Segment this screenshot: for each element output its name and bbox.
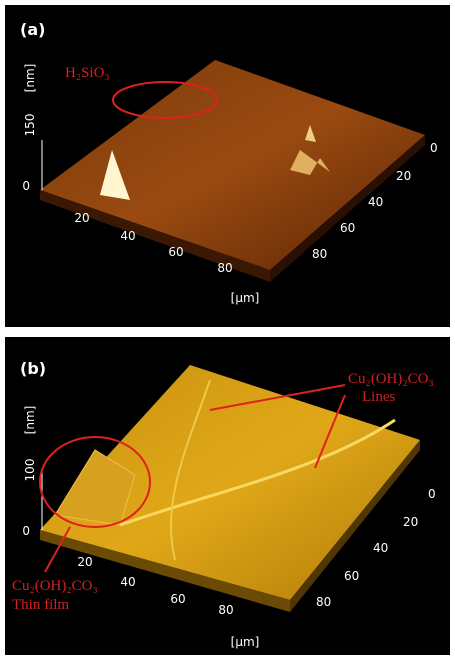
y-tick-label: 0 [430, 141, 438, 155]
annotation: H₂SiO₃ [65, 65, 110, 81]
annotation: Cu₂(OH)₂CO₃ [348, 371, 434, 387]
z-tick-label: 0 [22, 524, 30, 538]
y-tick-label: 40 [368, 195, 383, 209]
y-tick-label: 40 [373, 541, 388, 555]
y-tick-label: 60 [340, 221, 355, 235]
annotation: Cu₂(OH)₂CO₃ [12, 578, 98, 594]
x-tick-label: 60 [170, 592, 185, 606]
z-axis-label: [nm] [23, 406, 37, 435]
x-tick-label: 80 [218, 603, 233, 617]
y-tick-label: 20 [403, 515, 418, 529]
x-tick-label: 40 [120, 229, 135, 243]
y-tick-label: 60 [344, 569, 359, 583]
panel-label: (a) [20, 20, 45, 39]
z-axis-label: [nm] [23, 64, 37, 93]
x-tick-label: 20 [74, 211, 89, 225]
x-axis-label: [µm] [231, 291, 260, 305]
x-tick-label: 20 [77, 555, 92, 569]
y-tick-label: 80 [316, 595, 331, 609]
x-tick-label: 80 [217, 261, 232, 275]
annotation: Lines [362, 389, 395, 405]
z-tick-label: 0 [22, 179, 30, 193]
panel-label: (b) [20, 359, 46, 378]
z-tick-label: 150 [23, 114, 37, 137]
figure: (a) 0 150 [nm] 20 40 60 80 [µm] 0 20 40 … [0, 0, 455, 660]
x-tick-label: 60 [168, 245, 183, 259]
y-tick-label: 20 [396, 169, 411, 183]
x-tick-label: 40 [120, 575, 135, 589]
annotation: Thin film [12, 597, 69, 613]
y-tick-label: 0 [428, 487, 436, 501]
x-axis-label: [µm] [231, 635, 260, 649]
z-tick-label: 100 [23, 459, 37, 482]
y-tick-label: 80 [312, 247, 327, 261]
